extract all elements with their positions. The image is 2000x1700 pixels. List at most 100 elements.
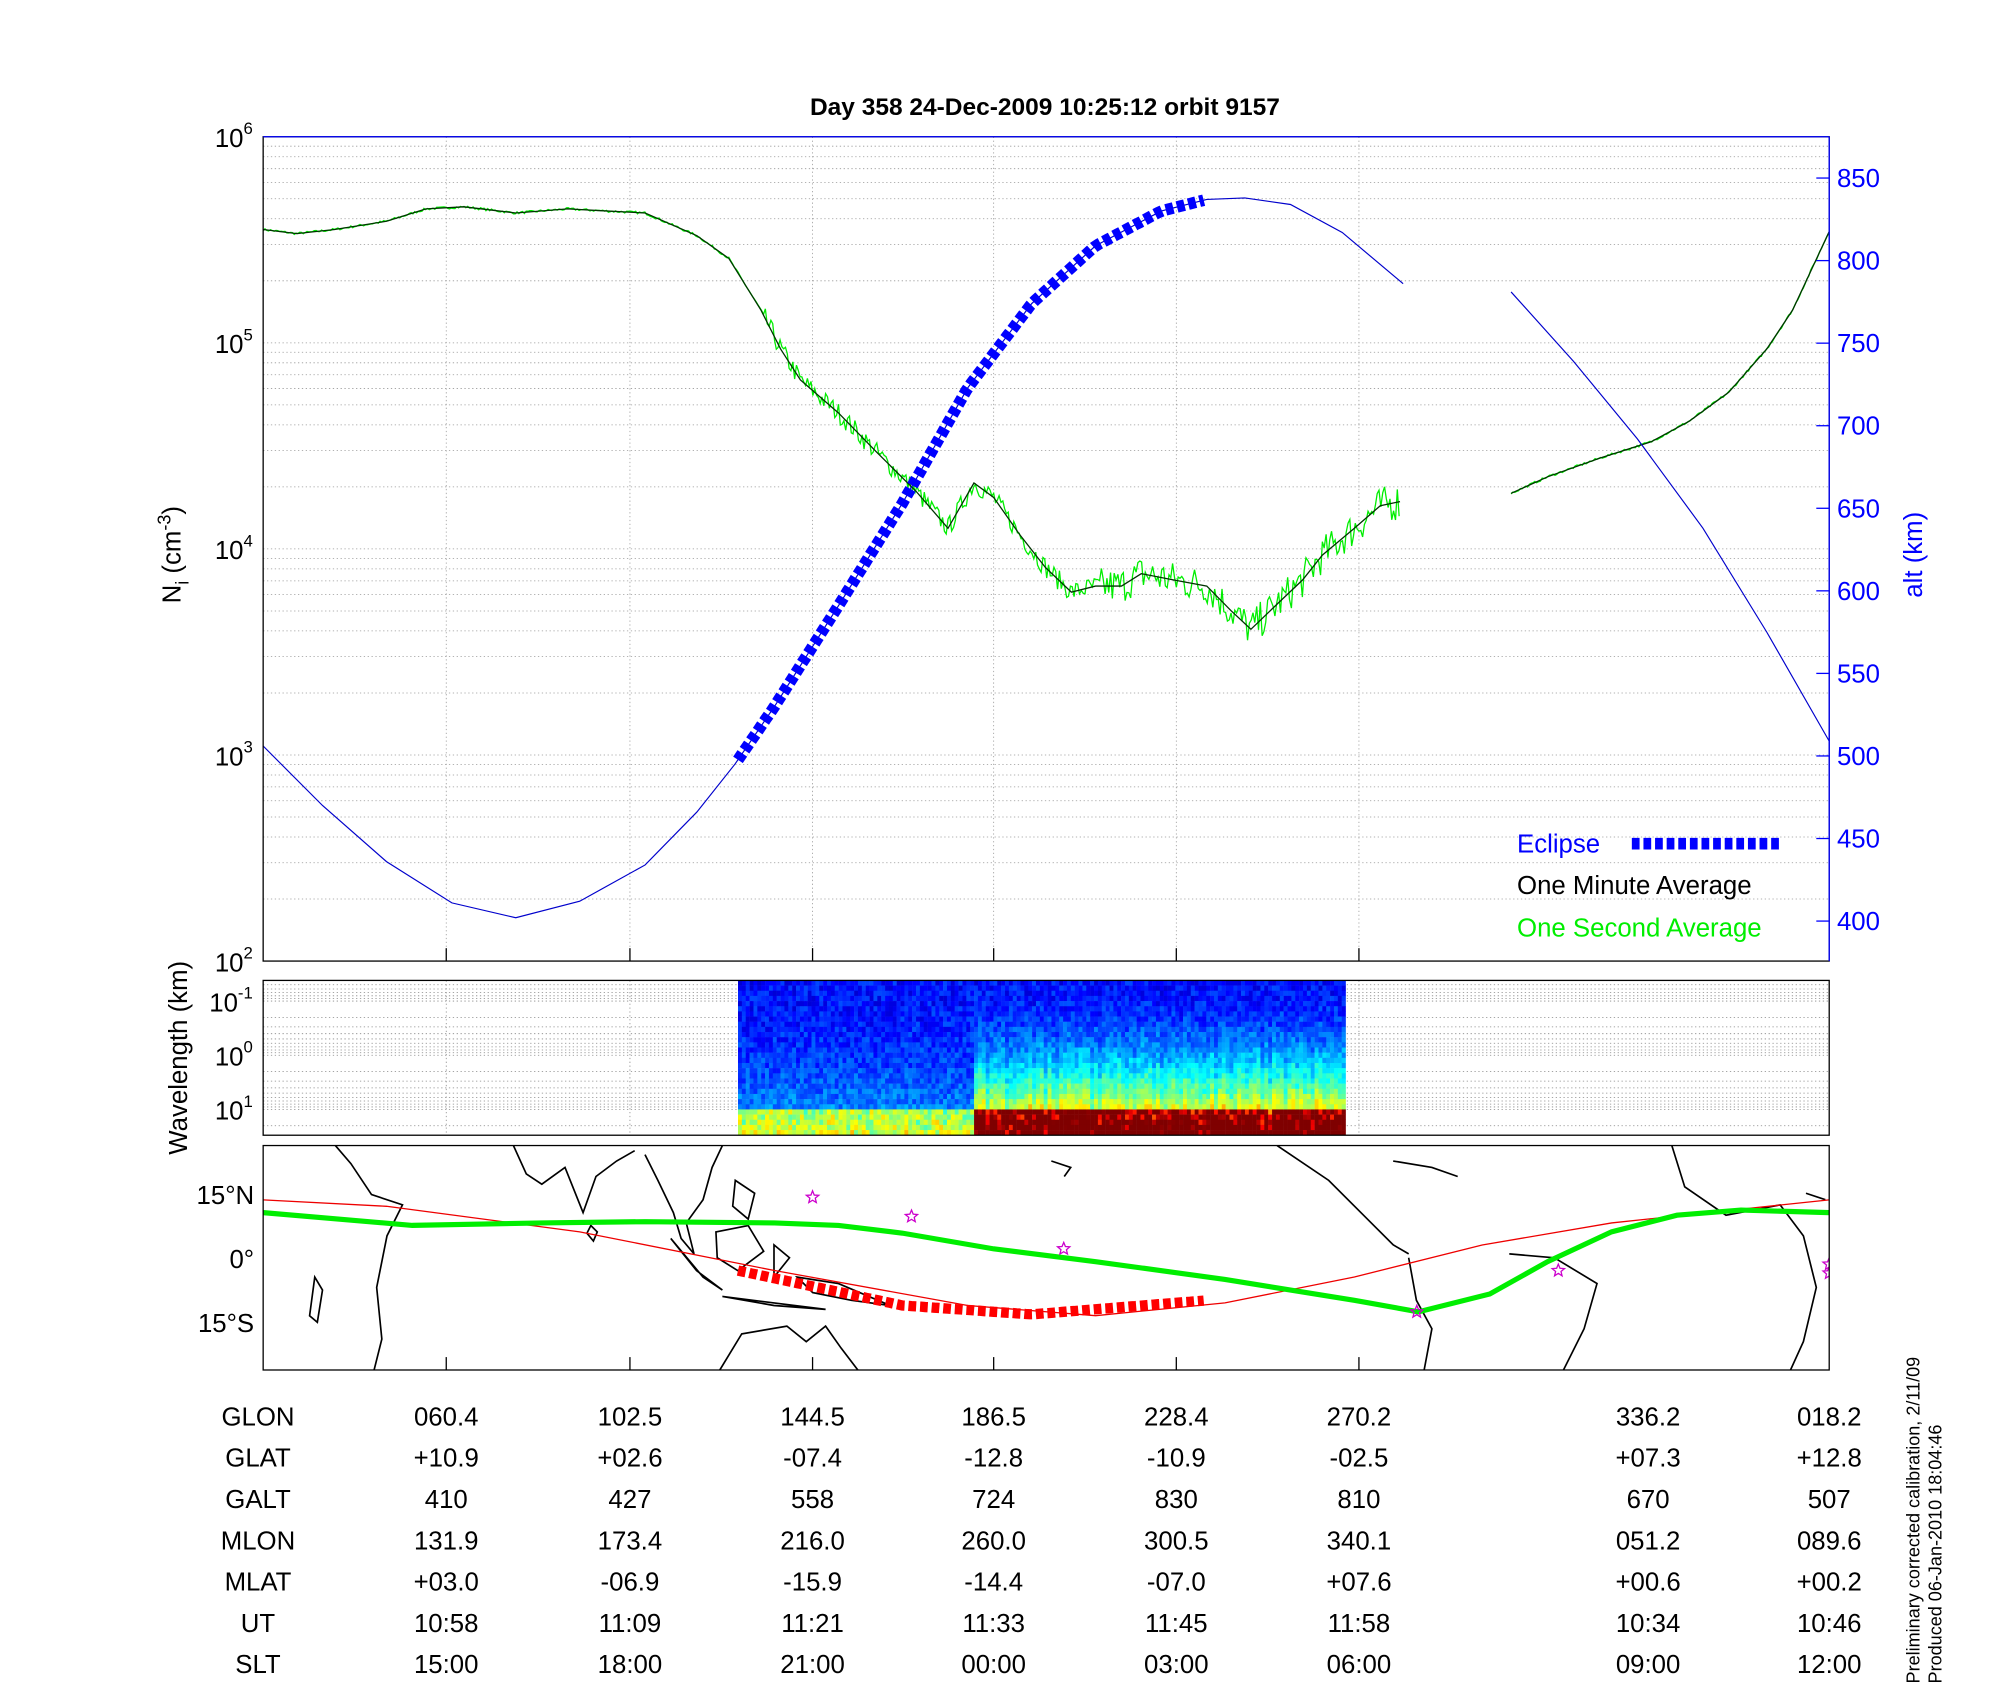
spectrogram-cell <box>877 1011 882 1017</box>
spectrogram-cell <box>1264 980 1269 986</box>
spectrogram-cell <box>1326 1083 1331 1090</box>
spectrogram-cell <box>1194 1016 1199 1022</box>
spectrogram-cell <box>974 1016 979 1022</box>
spectrogram-cell <box>923 985 928 991</box>
spectrogram-cell <box>977 1119 983 1126</box>
spectrogram-cell <box>1241 1083 1246 1090</box>
spectrogram-cell <box>1159 1057 1164 1064</box>
spectrogram-cell <box>1333 1124 1339 1131</box>
spectrogram-cell <box>1283 1032 1288 1038</box>
spectrogram-cell <box>1337 980 1342 986</box>
spectrogram-cell <box>1070 1073 1075 1079</box>
spectrogram-cell <box>830 1062 836 1069</box>
spectrogram-cell <box>885 1042 890 1048</box>
spectrogram-cell <box>1244 1011 1250 1017</box>
spectrogram-cell <box>1163 980 1168 986</box>
spectrogram-cell <box>939 1093 944 1100</box>
spectrogram-cell <box>1155 1001 1161 1007</box>
spectrogram-cell <box>1035 1062 1041 1069</box>
spectrogram-cell <box>1063 985 1068 991</box>
spectrogram-cell <box>857 1083 863 1090</box>
spectrogram-cell <box>1333 990 1339 997</box>
spectrogram-cell <box>1086 1083 1091 1090</box>
spectrogram-cell <box>1186 1078 1192 1084</box>
spectrogram-cell <box>1214 1042 1219 1048</box>
spectrogram-cell <box>881 1042 886 1048</box>
spectrogram-cell <box>1202 1011 1207 1017</box>
spectrogram-cell <box>962 1006 967 1012</box>
spectrogram-cell <box>850 1130 855 1136</box>
spectrogram-cell <box>1005 1088 1010 1095</box>
spectrogram-cell <box>1241 980 1246 986</box>
spectrogram-cell <box>1066 1093 1072 1100</box>
spectrogram-cell <box>1186 1052 1192 1059</box>
spectrogram-cell <box>958 1114 963 1120</box>
spectrogram-cell <box>765 1057 770 1064</box>
spectrogram-cell <box>1155 1016 1161 1022</box>
spectrogram-cell <box>1032 995 1037 1002</box>
spectrogram-cell <box>954 1093 959 1100</box>
spectrogram-cell <box>1279 1011 1284 1017</box>
spectrogram-cell <box>1167 1104 1172 1110</box>
spectrogram-cell <box>1148 1001 1153 1007</box>
spectrogram-cell <box>1128 980 1133 986</box>
spectrogram-cell <box>1233 1119 1238 1126</box>
spectrogram-cell <box>1179 1047 1184 1053</box>
spectrogram-cell <box>788 1047 793 1053</box>
spectrogram-cell <box>1140 1011 1145 1017</box>
spectrogram-cell <box>1012 1083 1017 1090</box>
spectrogram-cell <box>1159 1099 1164 1105</box>
spectrogram-cell <box>900 995 905 1002</box>
spectrogram-cell <box>977 1037 983 1043</box>
spectrogram-cell <box>1318 1032 1323 1038</box>
spectrogram-cell <box>803 1099 808 1105</box>
spectrogram-cell <box>923 1021 928 1028</box>
spectrogram-cell <box>1237 1037 1242 1043</box>
row-label-ut: UT <box>241 1610 276 1638</box>
spectrogram-cell <box>1101 1016 1106 1022</box>
spectrogram-cell <box>1070 1093 1075 1100</box>
spectrogram-cell <box>1117 1032 1122 1038</box>
spectrogram-cell <box>1001 1037 1006 1043</box>
spectrogram-cell <box>1113 1062 1118 1069</box>
row-label-galt: GALT <box>225 1486 291 1514</box>
spectrogram-cell <box>1248 1104 1253 1110</box>
spectrogram-cell <box>1001 1026 1006 1033</box>
spectrogram-cell <box>1237 980 1242 986</box>
spectrogram-cell <box>1128 1062 1133 1069</box>
spectrogram-cell <box>846 1011 851 1017</box>
spectrogram-cell <box>796 1062 801 1069</box>
spectrogram-cell <box>1020 1042 1025 1048</box>
spectrogram-cell <box>943 990 948 997</box>
spectrogram-cell <box>1310 1001 1315 1007</box>
spectrogram-cell <box>772 1130 777 1136</box>
spectrogram-cell <box>1163 985 1168 991</box>
spectrogram-cell <box>1283 1062 1288 1069</box>
spectrogram-cell <box>1225 1057 1230 1064</box>
spectrogram-cell <box>772 1099 777 1105</box>
spectrogram-cell <box>1059 1083 1064 1090</box>
spectrogram-cell <box>846 1119 851 1126</box>
spectrogram-cell <box>1055 1073 1060 1079</box>
spectrogram-cell <box>1074 990 1079 997</box>
spectrogram-cell <box>1043 1119 1048 1126</box>
spectrogram-cell <box>927 1078 932 1084</box>
spectrogram-cell <box>1101 1006 1106 1012</box>
spectrogram-cell <box>1121 1001 1126 1007</box>
spectrogram-cell <box>1008 1083 1014 1090</box>
spectrogram-cell <box>1217 1052 1222 1059</box>
spectrogram-cell <box>815 1062 820 1069</box>
spectrogram-cell <box>1306 980 1312 986</box>
spectrogram-cell <box>1214 995 1219 1002</box>
spectrogram-cell <box>1217 1016 1222 1022</box>
spectrogram-cell <box>997 980 1002 986</box>
spectrogram-cell <box>1287 1016 1292 1022</box>
spectrogram-cell <box>1272 1016 1277 1022</box>
spectrogram-cell <box>1264 1119 1269 1126</box>
spectrogram-cell <box>1024 1026 1029 1033</box>
spectrogram-cell <box>881 1073 886 1079</box>
spectrogram-cell <box>892 1124 897 1131</box>
spectrogram-cell <box>1167 1083 1172 1090</box>
spectrogram-cell <box>1124 1011 1130 1017</box>
